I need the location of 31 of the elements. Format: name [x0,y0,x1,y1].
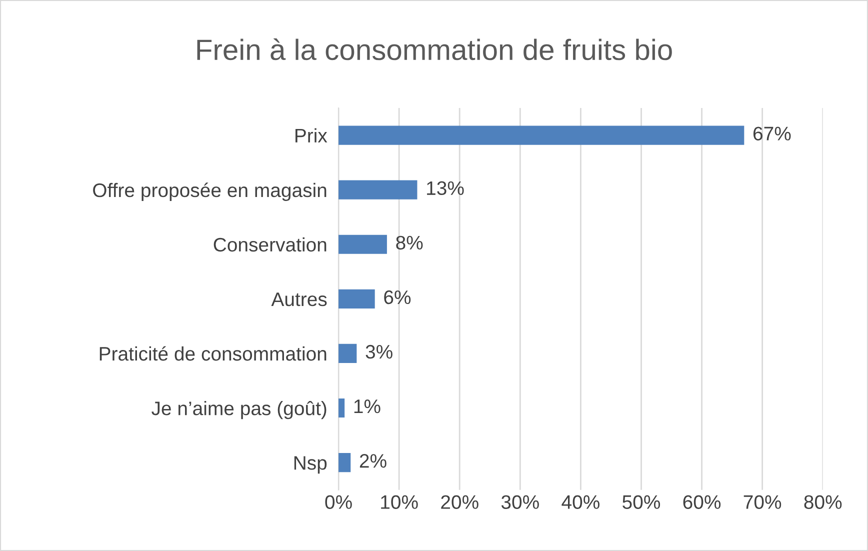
y-tick-label: Nsp [294,456,327,474]
bar [338,180,418,200]
x-tick-label: 50% [622,495,660,509]
y-tick-label: Offre proposée en magasin [93,182,326,202]
x-tick-label: 30% [501,495,539,509]
data-label: 6% [384,290,411,304]
data-label: 3% [366,344,392,359]
data-label: 1% [354,400,380,414]
bar [338,289,375,308]
x-tick-label: 80% [804,495,842,509]
bar [338,234,387,254]
y-tick-label: Conservation [214,237,326,252]
chart-title: Frein à la consommation de fruits bio [197,38,672,60]
y-tick-label: Autres [271,292,327,306]
x-tick-label: 40% [562,495,600,509]
x-tick-label: 70% [744,495,782,509]
bar [338,398,345,418]
bar [338,453,351,472]
data-label: 67% [753,126,791,140]
bar [338,126,744,145]
x-tick-label: 0% [325,495,352,509]
x-tick-label: 20% [441,495,478,509]
bar [338,344,357,364]
y-tick-label: Praticité de consommation [100,346,326,361]
data-label: 8% [396,236,423,250]
y-tick-label: Prix [296,128,328,142]
y-tick-label: Je n’aime pas (goût) [152,400,326,420]
data-label: 2% [360,454,386,468]
data-label: 13% [427,181,464,196]
x-tick-label: 60% [683,495,721,509]
x-tick-label: 10% [381,495,418,509]
